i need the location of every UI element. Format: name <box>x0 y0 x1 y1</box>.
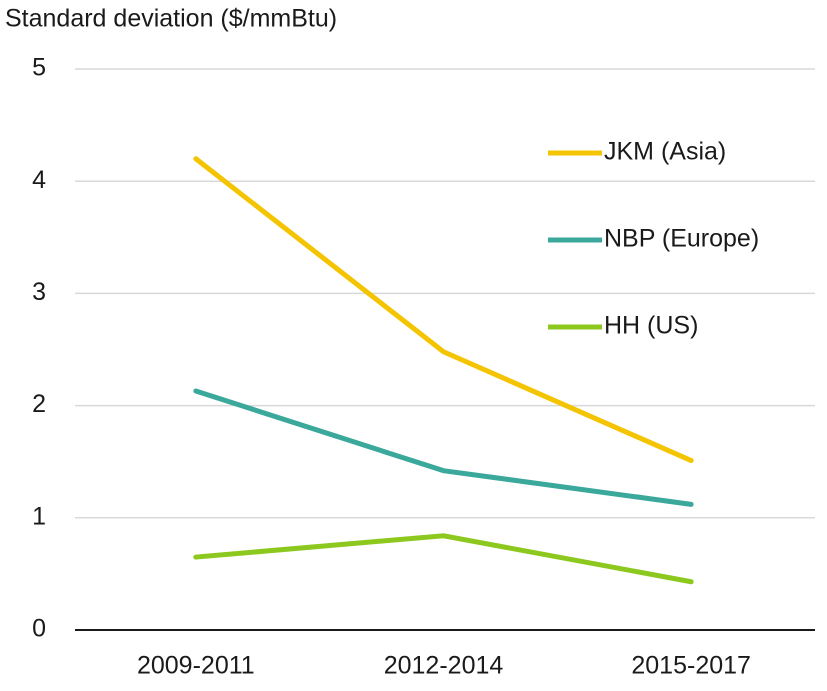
y-tick-label: 5 <box>32 54 46 82</box>
legend-label: NBP (Europe) <box>604 225 759 253</box>
y-tick-label: 4 <box>32 166 46 194</box>
y-tick-label: 3 <box>32 278 46 306</box>
y-axis-label: Standard deviation ($/mmBtu) <box>5 5 337 33</box>
legend-label: HH (US) <box>604 312 698 340</box>
y-tick-label: 2 <box>32 390 46 418</box>
y-tick-label: 0 <box>32 615 46 643</box>
x-tick-label: 2015-2017 <box>631 652 751 680</box>
x-tick-label: 2009-2011 <box>137 652 255 680</box>
legend-label: JKM (Asia) <box>604 138 726 166</box>
series-line <box>193 156 694 464</box>
x-tick-label: 2012-2014 <box>384 652 504 680</box>
series-line <box>193 533 694 585</box>
y-tick-label: 1 <box>32 502 46 530</box>
series-line <box>193 388 694 507</box>
